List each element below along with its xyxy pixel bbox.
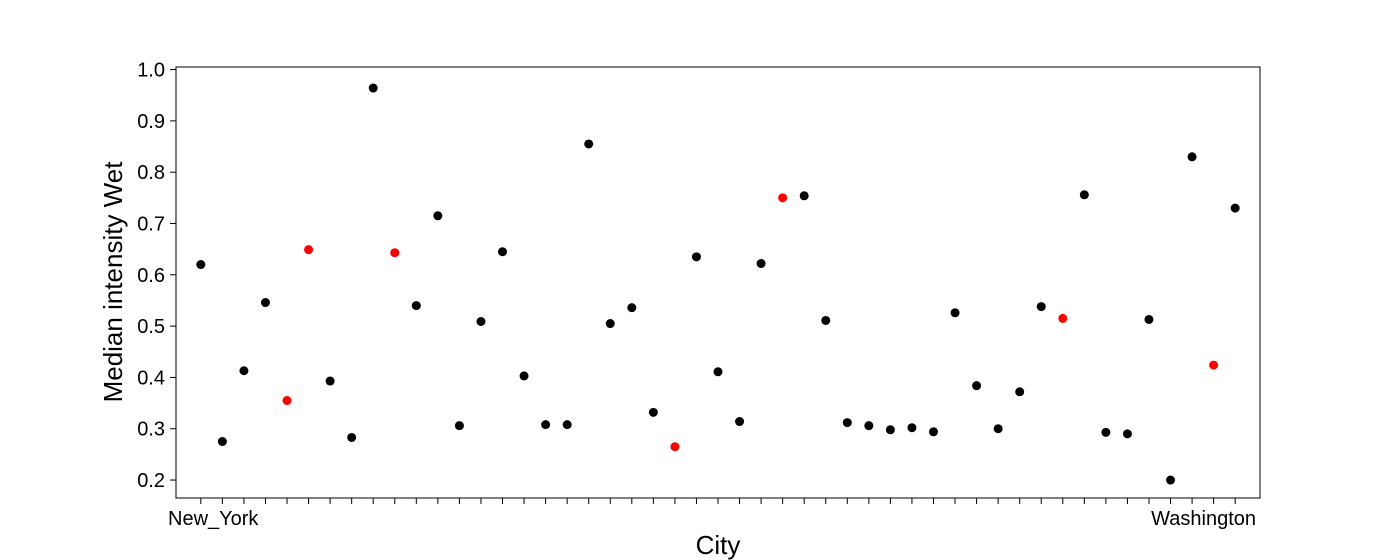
data-point [196,260,206,270]
data-point [928,427,938,437]
data-point [605,319,615,329]
data-point [239,366,249,376]
data-points [196,83,1240,485]
data-point [433,211,443,221]
data-point [1036,302,1046,312]
data-point [627,303,637,313]
data-point [1122,429,1132,439]
y-axis-title: Median intensity Wet [98,161,128,403]
data-point [1079,190,1089,200]
x-axis [200,498,1236,504]
data-point [1230,203,1240,213]
y-axis: 0.2 0.3 0.4 0.5 0.6 0.7 0.8 0.9 1.0 [137,60,176,492]
data-point-highlighted [670,442,680,452]
data-point [1166,475,1176,485]
y-tick-label: 0.2 [137,470,165,492]
data-point [411,301,421,311]
data-point [368,83,378,93]
data-point [454,421,464,431]
y-tick-label: 0.9 [137,111,165,133]
data-point [799,191,809,201]
data-point [562,420,572,430]
data-point-highlighted [304,245,314,255]
data-point-highlighted [778,193,788,203]
data-point-highlighted [1209,360,1219,370]
x-tick-labels: New_York Washington [168,508,1256,530]
data-point [347,432,357,442]
data-point [907,423,917,433]
data-point [756,259,766,269]
data-point-highlighted [390,248,400,258]
x-tick-label-last: Washington [1151,508,1256,530]
y-tick-label: 0.8 [137,162,165,184]
y-tick-label: 0.3 [137,419,165,441]
data-point [950,308,960,318]
data-point [476,316,486,326]
x-axis-title: City [696,530,741,560]
y-tick-label: 0.7 [137,213,165,235]
data-point [1015,387,1025,397]
x-tick-label-first: New_York [168,508,259,530]
data-point-highlighted [282,396,292,406]
data-point [735,417,745,427]
data-point [541,420,551,430]
data-point [993,424,1003,434]
data-point [691,252,701,262]
data-point [325,376,335,386]
data-point [885,425,895,435]
plot-area-frame [175,66,1261,499]
y-tick-label: 0.5 [137,316,165,338]
data-point [648,407,658,417]
data-point-highlighted [1058,313,1068,323]
y-tick-label: 1.0 [137,60,165,82]
data-point [217,437,227,447]
data-point [584,139,594,149]
data-point [713,367,723,377]
y-tick-label: 0.4 [137,367,165,389]
data-point [972,381,982,391]
data-point [260,298,270,308]
data-point [821,315,831,325]
y-tick-label: 0.6 [137,265,165,287]
data-point [864,421,874,431]
data-point [1187,152,1197,162]
data-point [498,247,508,257]
data-point [842,418,852,428]
data-point [1101,427,1111,437]
data-point [519,371,529,381]
data-point [1144,314,1154,324]
